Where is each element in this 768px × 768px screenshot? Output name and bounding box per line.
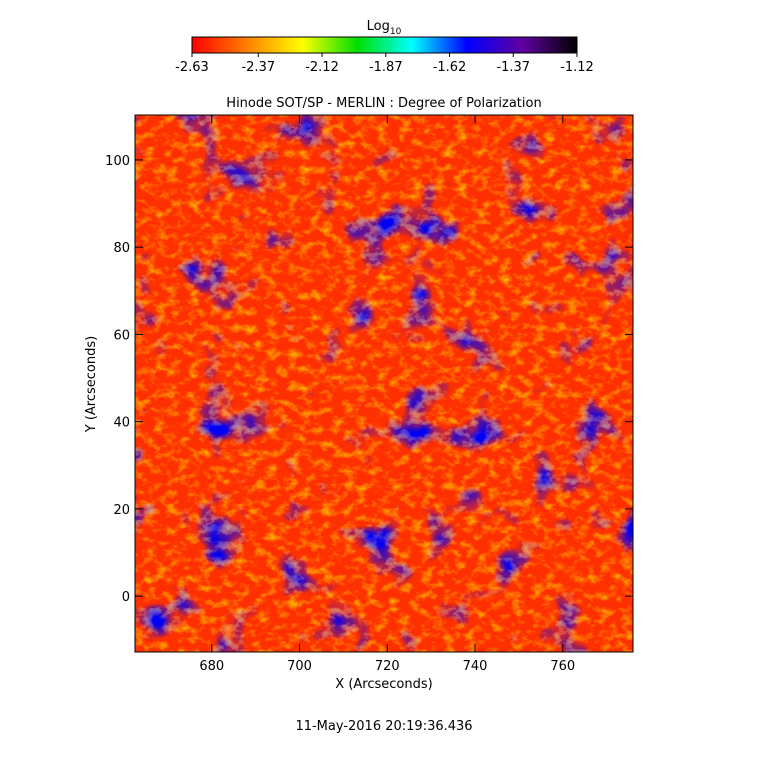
x-tick-label: 700 (287, 659, 312, 674)
y-tick-label: 100 (105, 154, 130, 169)
plot-frame (134, 114, 634, 653)
y-tick-label: 0 (122, 590, 130, 605)
y-tick-label: 80 (113, 241, 130, 256)
chart-title: Hinode SOT/SP - MERLIN : Degree of Polar… (226, 96, 541, 111)
x-tick-label: 680 (199, 659, 224, 674)
colorbar-label: Log10 (367, 19, 402, 37)
colorbar-tick-label: -1.12 (560, 60, 594, 75)
colorbar-tick-label: -2.12 (305, 60, 339, 75)
colorbar-label-sub: 10 (390, 27, 402, 37)
x-tick-label: 740 (463, 659, 488, 674)
x-tick-label: 760 (550, 659, 575, 674)
colorbar-label-main: Log (367, 19, 390, 34)
colorbar-tick-label: -1.62 (433, 60, 467, 75)
y-tick-label: 20 (113, 503, 130, 518)
y-tick-label: 60 (113, 328, 130, 343)
colorbar-tick-label: -2.37 (241, 60, 275, 75)
heatmap-image (135, 115, 633, 652)
colorbar-tick-label: -2.63 (175, 60, 209, 75)
y-tick-label: 40 (113, 416, 130, 431)
timestamp: 11-May-2016 20:19:36.436 (295, 719, 472, 734)
x-tick-label: 720 (375, 659, 400, 674)
colorbar (191, 36, 578, 54)
colorbar-tick-label: -1.37 (496, 60, 530, 75)
x-axis-label: X (Arcseconds) (335, 677, 432, 692)
colorbar-tick-label: -1.87 (369, 60, 403, 75)
y-axis-label: Y (Arcseconds) (84, 336, 99, 433)
